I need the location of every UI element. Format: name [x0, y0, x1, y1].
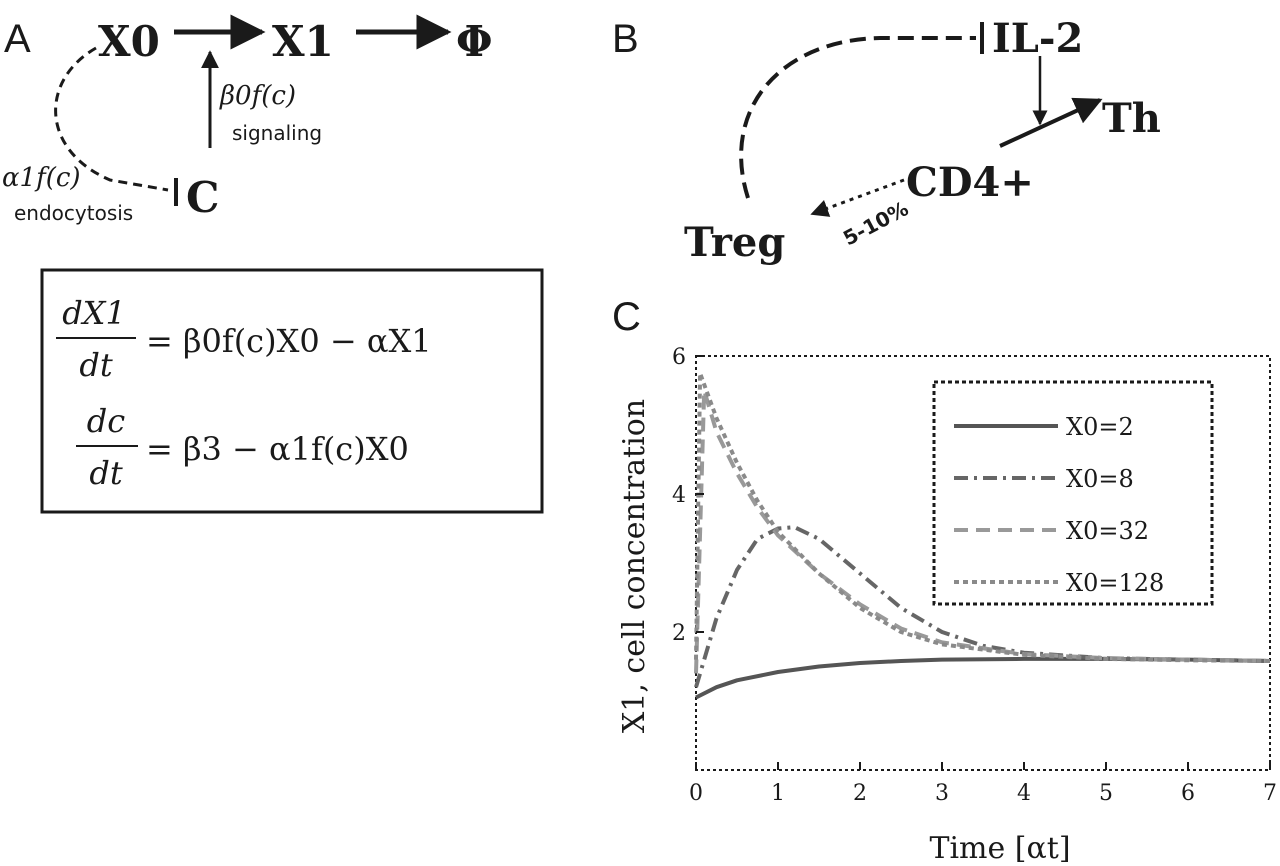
legend-label-3: X0=32	[1066, 517, 1149, 545]
y-tick-label: 6	[672, 345, 686, 370]
y-tick-label: 4	[672, 483, 686, 508]
x-tick-label: 6	[1181, 781, 1195, 806]
beta-label: β0f(c)	[219, 81, 296, 111]
endocytosis-dashed-link	[54, 46, 169, 192]
endocytosis-label: endocytosis	[14, 201, 133, 225]
legend-box	[932, 380, 1214, 606]
series-line-4	[694, 371, 1271, 663]
line-chart: 0 1 2 3 4 5 6 7 2 4 6 Time [αt] X1, cell concentra…	[617, 345, 1277, 866]
node-th: Th	[1102, 95, 1161, 142]
node-x0: X0	[98, 17, 160, 66]
legend-label-1: X0=2	[1066, 413, 1134, 441]
node-treg: Treg	[684, 219, 785, 266]
y-axis-label: X1, cell concentration	[617, 399, 652, 733]
panel-c-letter: C	[612, 295, 641, 339]
panel-c: C 0 1 2 3 4 5 6 7 2 4 6 Time [αt] X1, cell concent…	[612, 295, 1277, 866]
node-c: C	[186, 173, 219, 222]
chart-series-group	[694, 371, 1271, 700]
x-tick-label: 7	[1263, 781, 1277, 806]
legend-label-4: X0=128	[1066, 569, 1164, 597]
treg-inhibits-il2-link	[739, 36, 976, 199]
eq1-denominator: dt	[79, 346, 112, 384]
node-il2: IL-2	[992, 15, 1083, 62]
x-tick-label: 3	[935, 781, 949, 806]
cd4-to-th-arrow	[999, 97, 1103, 148]
panel-b-letter: B	[612, 17, 639, 61]
eq2-numerator: dc	[87, 402, 125, 440]
eq2-rhs: = β3 − α1f(c)X0	[146, 430, 409, 468]
y-tick-label: 2	[672, 621, 686, 646]
x-tick-label: 4	[1017, 781, 1031, 806]
eq1-numerator: dX1	[62, 294, 126, 332]
eq2-denominator: dt	[89, 454, 122, 492]
chart-ticks-group: 0 1 2 3 4 5 6 7 2 4 6	[672, 345, 1277, 806]
legend: X0=2 X0=8 X0=32 X0=128	[932, 380, 1214, 606]
x-tick-label: 5	[1099, 781, 1113, 806]
node-phi: Φ	[456, 17, 493, 66]
treg-percent-label: 5-10%	[839, 196, 912, 250]
alpha-label: α1f(c)	[2, 163, 81, 193]
eq1-rhs: = β0f(c)X0 − αX1	[146, 322, 432, 360]
x-tick-label: 0	[689, 781, 703, 806]
series-line-3	[694, 388, 1271, 674]
panel-a: A X0 X1 Φ β0f(c) signaling C α1f(c) endo…	[2, 14, 544, 514]
node-cd4: CD4+	[906, 159, 1034, 206]
plot-frame	[695, 355, 1271, 771]
panel-a-letter: A	[4, 17, 31, 61]
legend-label-2: X0=8	[1066, 465, 1134, 493]
x-tick-label: 1	[771, 781, 785, 806]
legend-items: X0=2 X0=8 X0=32 X0=128	[954, 413, 1164, 597]
panel-b: B IL-2 Th CD4+ Treg 5-10%	[612, 15, 1161, 266]
series-line-1	[695, 656, 1271, 700]
x-axis-label: Time [αt]	[929, 831, 1070, 866]
cd4-to-treg-arrow	[810, 178, 905, 217]
node-x1: X1	[272, 17, 334, 66]
signaling-label: signaling	[232, 121, 322, 145]
x-tick-label: 2	[853, 781, 867, 806]
equation-box	[40, 268, 544, 514]
